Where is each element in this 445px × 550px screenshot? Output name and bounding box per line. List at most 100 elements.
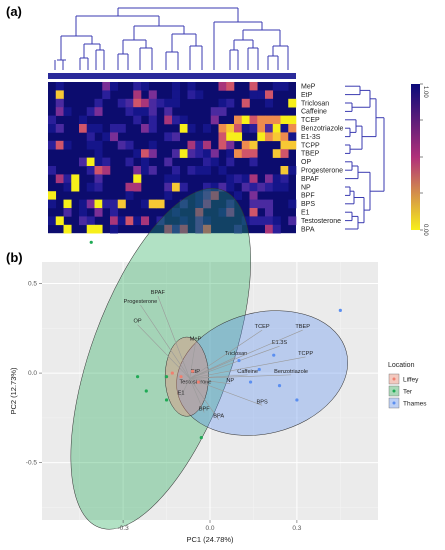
heatmap-cell: [141, 82, 150, 91]
x-tick-label: -0.3: [118, 525, 130, 532]
heatmap-cell: [86, 124, 95, 133]
heatmap-cell: [110, 208, 119, 217]
heatmap-cell: [226, 149, 235, 158]
heatmap-cell: [210, 107, 219, 116]
row-label: TCPP: [301, 142, 320, 149]
heatmap-cell: [280, 115, 289, 125]
heatmap-cell: [218, 124, 227, 133]
heatmap-cell: [94, 124, 103, 133]
heatmap-cell: [55, 107, 64, 116]
heatmap-cell: [226, 140, 235, 150]
heatmap-cell: [272, 182, 281, 192]
heatmap-cell: [48, 140, 57, 150]
heatmap-cell: [249, 124, 258, 133]
heatmap-cell: [241, 98, 250, 108]
heatmap-cell: [110, 199, 119, 209]
heatmap-cell: [241, 140, 250, 150]
heatmap-cell: [257, 132, 266, 142]
heatmap-cell: [195, 191, 204, 200]
heatmap-cell: [102, 199, 111, 209]
heatmap-cell: [280, 166, 289, 175]
heatmap-cell: [141, 98, 150, 108]
heatmap-cell: [133, 182, 142, 192]
heatmap-cell: [241, 115, 250, 125]
heatmap-cell: [249, 149, 258, 158]
loading-label: TCPP: [298, 351, 313, 357]
y-axis-title: PC2 (12.73%): [9, 367, 18, 415]
loading-arrow: [189, 329, 303, 379]
heatmap-cell: [257, 182, 266, 192]
heatmap-cell: [187, 90, 196, 100]
heatmap-cell: [117, 124, 126, 133]
heatmap-cell: [257, 199, 266, 209]
heatmap-cell: [55, 82, 64, 91]
heatmap-cell: [210, 149, 219, 158]
colorbar-bottom-label: 0.00: [422, 224, 428, 236]
heatmap-cell: [102, 90, 111, 100]
heatmap-cell: [164, 98, 173, 108]
legend-key-point: [392, 401, 396, 405]
heatmap-cell: [79, 208, 88, 217]
loading-label: TBEP: [295, 324, 310, 330]
data-point: [295, 398, 299, 402]
heatmap-cell: [265, 182, 274, 192]
heatmap-cell: [257, 124, 266, 133]
heatmap-cell: [288, 166, 297, 175]
heatmap-cell: [133, 90, 142, 100]
heatmap-cell: [133, 166, 142, 175]
heatmap-cell: [156, 98, 165, 108]
heatmap-cell: [249, 208, 258, 217]
loading-arrow: [140, 304, 190, 379]
heatmap-cell: [179, 124, 188, 133]
loading-arrow: [189, 374, 196, 379]
heatmap-cell: [79, 199, 88, 209]
heatmap-cell: [48, 216, 57, 226]
loading-label: Testosterone: [180, 380, 212, 386]
y-tick-label: -0.5: [26, 460, 38, 467]
heatmap-cell: [94, 140, 103, 150]
heatmap-cell: [195, 216, 204, 226]
data-point: [237, 358, 241, 363]
heatmap-cell: [94, 174, 103, 184]
row-label: Testosterone: [301, 218, 341, 225]
loading-label: BPAF: [151, 290, 166, 296]
data-point: [277, 384, 282, 388]
heatmap-cell: [117, 216, 126, 226]
loading-label: OP: [134, 319, 142, 325]
row-label: MeP: [301, 84, 316, 91]
heatmap-cell: [203, 224, 212, 234]
heatmap-cell: [179, 182, 188, 192]
heatmap-cell: [125, 98, 134, 108]
heatmap-cell: [94, 224, 103, 234]
heatmap-cell: [172, 82, 181, 91]
heatmap-cell: [102, 82, 111, 91]
heatmap-cell: [48, 191, 57, 200]
panel-b-label: (b): [6, 250, 23, 265]
heatmap-cell: [148, 166, 157, 175]
heatmap-cell: [156, 216, 165, 226]
heatmap-cell: [125, 140, 134, 150]
heatmap-cell: [249, 140, 258, 150]
loading-label: Benzotriazole: [274, 369, 308, 375]
heatmap-cell: [288, 124, 297, 133]
heatmap-cell: [257, 115, 266, 125]
heatmap-cell: [86, 216, 95, 226]
heatmap-cell: [234, 174, 243, 184]
heatmap-cell: [210, 157, 219, 167]
loading-arrow: [137, 324, 190, 379]
heatmap-cell: [272, 124, 281, 133]
loading-label: NP: [226, 378, 234, 384]
heatmap-cell: [241, 216, 250, 226]
heatmap-cell: [172, 132, 181, 142]
heatmap-cell: [288, 199, 297, 209]
heatmap-cell: [179, 224, 188, 234]
loading-arrow: [189, 378, 196, 386]
heatmap-cell: [272, 82, 281, 91]
heatmap-cell: [210, 191, 219, 200]
row-label: E1-3S: [301, 134, 321, 141]
heatmap-cell: [148, 140, 157, 150]
row-label: OP: [301, 159, 311, 166]
loading-label: E1: [178, 390, 185, 396]
legend-entry: Thames: [403, 401, 427, 408]
loading-label: Progesterone: [124, 299, 158, 305]
